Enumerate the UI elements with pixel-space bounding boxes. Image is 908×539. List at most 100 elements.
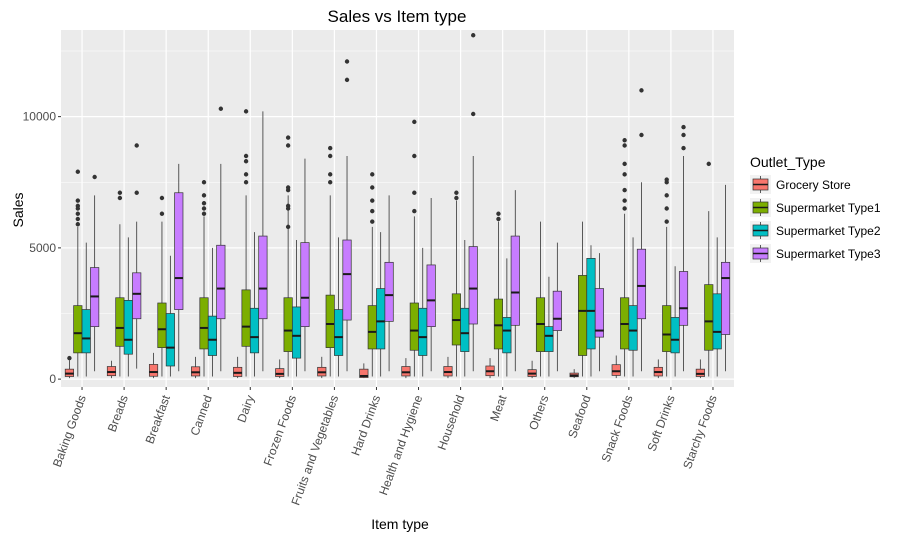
box-body — [148, 364, 159, 377]
box-body — [174, 192, 184, 310]
outlier-point — [681, 132, 686, 138]
box-1-10 — [493, 211, 504, 377]
box-body — [157, 302, 167, 348]
box-body — [384, 261, 394, 322]
box-1-6 — [325, 145, 335, 377]
box-body — [342, 239, 352, 321]
box-3-1 — [132, 143, 142, 369]
outlier-point — [622, 187, 627, 193]
box-1-8 — [409, 119, 419, 377]
x-tick-label: Meat — [487, 393, 510, 423]
legend: Outlet_Type Grocery Store Supermarket Typ… — [750, 154, 881, 263]
box-0-1 — [106, 360, 117, 379]
box-0-10 — [485, 358, 495, 379]
outlier-point — [285, 135, 291, 140]
box-3-2 — [174, 163, 184, 372]
outlier-point — [622, 143, 627, 148]
box-body — [578, 275, 588, 356]
box-body — [300, 242, 310, 327]
box-body — [586, 258, 596, 350]
box-body — [81, 309, 91, 354]
x-tick-label: Health and Hygiene — [376, 393, 425, 497]
outlier-point — [471, 33, 476, 38]
box-body — [258, 235, 268, 320]
outlier-point — [370, 185, 375, 190]
box-body — [123, 300, 133, 355]
box-2-2 — [165, 255, 175, 377]
box-2-13 — [628, 237, 638, 377]
box-0-5 — [275, 359, 285, 379]
x-tick-label: Household — [435, 393, 468, 452]
box-2-9 — [460, 240, 470, 377]
box-2-6 — [334, 237, 344, 377]
outlier-point — [664, 193, 669, 198]
x-axis-title: Item type — [371, 516, 429, 532]
box-3-8 — [426, 198, 436, 372]
box-body — [670, 317, 680, 354]
outlier-point — [159, 211, 165, 216]
outlier-point — [370, 172, 375, 177]
box-body — [493, 298, 504, 350]
y-tick-label: 10000 — [23, 110, 57, 124]
legend-item: Supermarket Type2 — [750, 221, 881, 240]
outlier-point — [622, 138, 627, 143]
box-3-12 — [594, 253, 604, 372]
box-2-14 — [670, 266, 680, 377]
outlier-point — [664, 206, 669, 211]
box-3-4 — [258, 111, 268, 372]
box-body — [704, 284, 714, 351]
x-tick-label: Seafood — [565, 393, 593, 440]
box-3-10 — [510, 190, 520, 372]
box-body — [291, 306, 302, 359]
outlier-point — [75, 169, 81, 174]
x-tick-label: Baking Goods — [50, 393, 89, 469]
box-body — [628, 305, 638, 351]
box-2-10 — [502, 258, 512, 377]
box-3-15 — [721, 184, 731, 372]
boxplot-marks — [64, 33, 731, 379]
box-body — [695, 368, 705, 377]
box-body — [241, 289, 251, 347]
outlier-point — [92, 174, 97, 180]
outlier-point — [201, 180, 207, 185]
box-2-11 — [544, 276, 554, 377]
y-tick-label: 5000 — [29, 241, 56, 255]
chart-title: Sales vs Item type — [328, 7, 467, 26]
outlier-point — [328, 180, 333, 185]
outlier-point — [117, 195, 123, 201]
box-body — [418, 307, 428, 356]
box-2-3 — [207, 247, 217, 377]
outlier-point — [243, 172, 249, 177]
outlier-point — [454, 195, 459, 201]
outlier-point — [706, 161, 711, 167]
outlier-point — [243, 159, 249, 164]
box-2-5 — [291, 240, 302, 377]
outlier-point — [243, 153, 249, 159]
box-3-9 — [468, 33, 478, 372]
outlier-point — [67, 355, 72, 361]
box-0-0 — [64, 355, 74, 379]
outlier-point — [75, 198, 81, 203]
box-body — [199, 297, 209, 350]
box-2-15 — [712, 237, 722, 377]
box-body — [611, 364, 621, 376]
outlier-point — [134, 143, 139, 148]
box-0-4 — [233, 356, 243, 379]
x-tick-label: Canned — [188, 393, 216, 437]
outlier-point — [412, 190, 417, 195]
outlier-point — [370, 198, 375, 203]
box-1-13 — [620, 138, 630, 377]
box-3-5 — [300, 158, 310, 372]
outlier-point — [370, 208, 375, 214]
box-body — [426, 264, 436, 327]
box-1-1 — [115, 190, 125, 377]
outlier-point — [75, 203, 81, 209]
outlier-point — [285, 224, 291, 230]
box-0-2 — [148, 352, 159, 379]
outlier-point — [622, 161, 627, 167]
box-body — [721, 261, 731, 335]
box-body — [594, 288, 604, 338]
box-body — [367, 305, 377, 350]
outlier-point — [496, 216, 501, 222]
